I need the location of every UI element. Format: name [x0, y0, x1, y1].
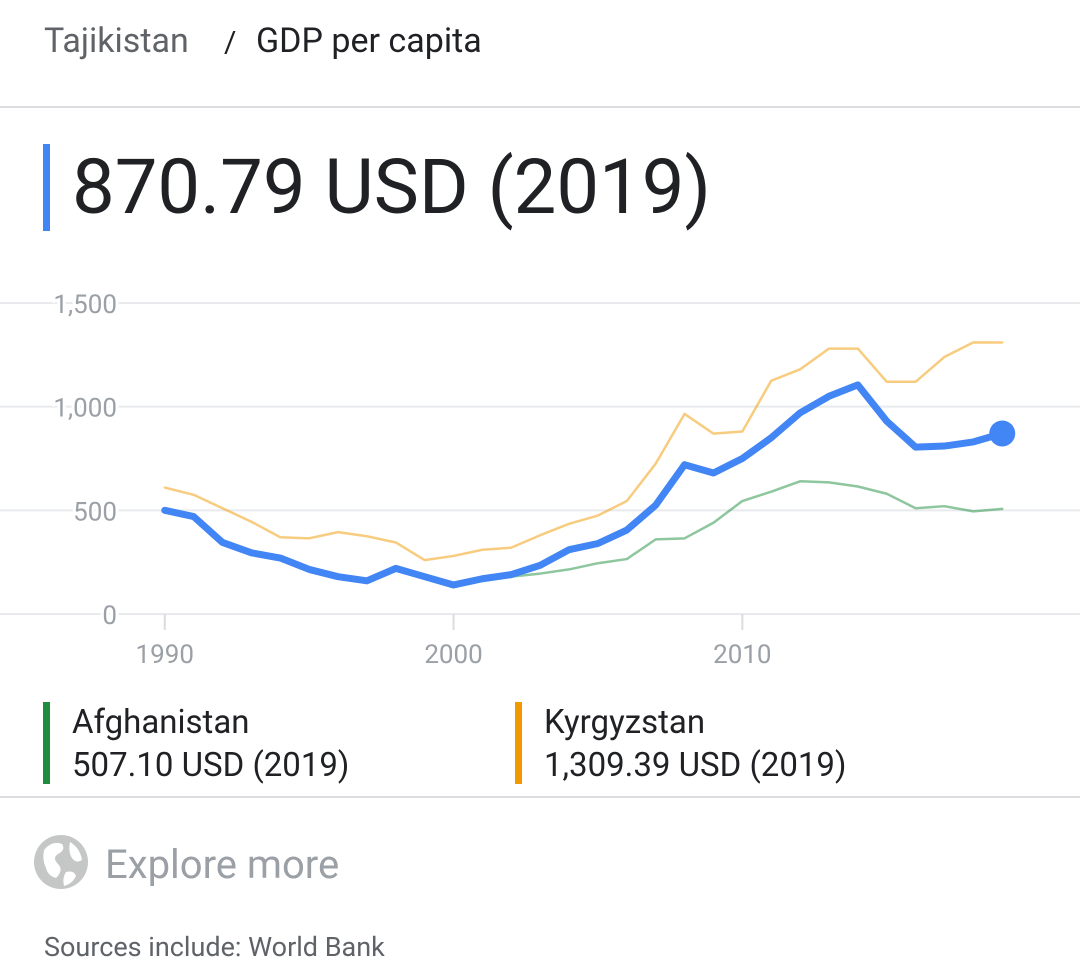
sources: Sources include: World Bank [44, 931, 385, 963]
y-tick-label: 500 [73, 497, 117, 527]
headline-bar [43, 144, 50, 231]
globe-icon [34, 835, 88, 889]
legend-swatch [515, 702, 522, 784]
headline: 870.79 USD (2019) [72, 142, 711, 232]
y-tick-label: 1,500 [53, 290, 117, 320]
plot: 0 500 1,000 1,500 1990 2000 2010 [0, 287, 1080, 670]
x-tick-label: 1990 [136, 640, 194, 670]
y-tick-label: 1,000 [53, 394, 117, 424]
end-dot [989, 420, 1016, 447]
legend-value: 507.10 USD (2019) [72, 746, 349, 785]
legend-swatch [43, 702, 50, 784]
series-line [510, 480, 1004, 578]
x-tick-label: 2010 [713, 640, 771, 670]
legend-value: 1,309.39 USD (2019) [544, 746, 846, 785]
explore-more[interactable]: Explore more [105, 841, 339, 888]
y-tick-label: 0 [102, 601, 117, 631]
breadcrumb-separator: / [224, 25, 236, 60]
breadcrumb-title: GDP per capita [256, 21, 482, 61]
series-line [161, 381, 1006, 589]
breadcrumb-country: Tajikistan [44, 21, 189, 61]
x-tick-label: 2000 [424, 640, 482, 670]
legend-name: Kyrgyzstan [544, 703, 705, 742]
legend-name: Afghanistan [72, 703, 250, 742]
series-line [163, 341, 1004, 562]
